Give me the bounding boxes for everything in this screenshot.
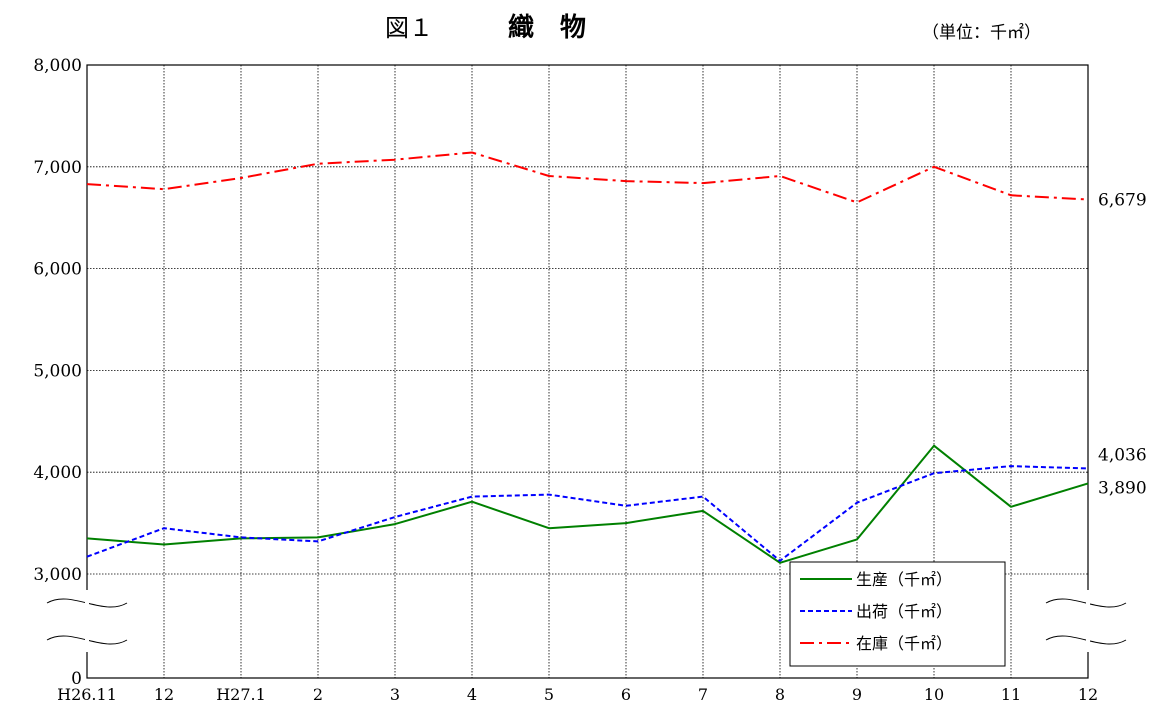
series-lines: [86, 151, 1089, 564]
x-tick-label: 7: [698, 685, 708, 704]
x-tick-label: 4: [467, 685, 477, 704]
chart-title: 織 物: [508, 13, 586, 43]
series-line-1: [86, 465, 1089, 562]
legend-label-2: 在庫（千㎡）: [856, 634, 952, 653]
legend-label-1: 出荷（千㎡）: [856, 602, 952, 621]
x-tick-label: 9: [852, 685, 862, 704]
y-tick-label: 0: [71, 669, 82, 689]
series-line-2: [86, 151, 1089, 204]
x-axis: H26.11 12 H27.1 2 3 4 5 6 7 8 9 10 11 12: [57, 685, 1098, 704]
y-tick-label: 3,000: [33, 565, 82, 585]
x-tick-label: H27.1: [216, 685, 266, 704]
end-value-label-2: 6,679: [1098, 190, 1147, 210]
legend-label-0: 生産（千㎡）: [856, 570, 952, 589]
y-tick-label: 7,000: [33, 158, 82, 178]
x-tick-label: 11: [1001, 685, 1021, 704]
y-tick-label: 6,000: [33, 260, 82, 280]
y-axis: 0 3,000 4,000 5,000 6,000 7,000 8,000: [33, 56, 82, 689]
y-tick-label: 4,000: [33, 463, 82, 483]
y-tick-label: 5,000: [33, 361, 82, 381]
x-tick-label: 12: [1078, 685, 1098, 704]
series-line-0: [86, 444, 1089, 564]
unit-label: （単位：千㎡）: [922, 23, 1041, 43]
plot-frame: [86, 64, 1089, 679]
x-tick-label: 6: [621, 685, 631, 704]
legend: 生産（千㎡） 出荷（千㎡） 在庫（千㎡）: [789, 561, 1006, 667]
x-tick-label: 2: [313, 685, 323, 704]
axis-break: [46, 590, 1127, 652]
y-tick-label: 8,000: [33, 56, 82, 76]
x-tick-label: 8: [775, 685, 785, 704]
x-tick-label: 12: [154, 685, 174, 704]
x-tick-label: 5: [544, 685, 554, 704]
end-labels: 6,679 4,036 3,890: [1098, 190, 1147, 498]
x-tick-label: H26.11: [57, 685, 117, 704]
axis-break-gap-left: [85, 590, 89, 652]
axis-break-gap-right: [1086, 590, 1090, 652]
x-tick-label: 10: [924, 685, 944, 704]
chart-title-prefix: 図１: [385, 14, 433, 42]
end-value-label-0: 3,890: [1098, 478, 1147, 498]
x-tick-label: 3: [390, 685, 400, 704]
end-value-label-1: 4,036: [1098, 446, 1147, 466]
